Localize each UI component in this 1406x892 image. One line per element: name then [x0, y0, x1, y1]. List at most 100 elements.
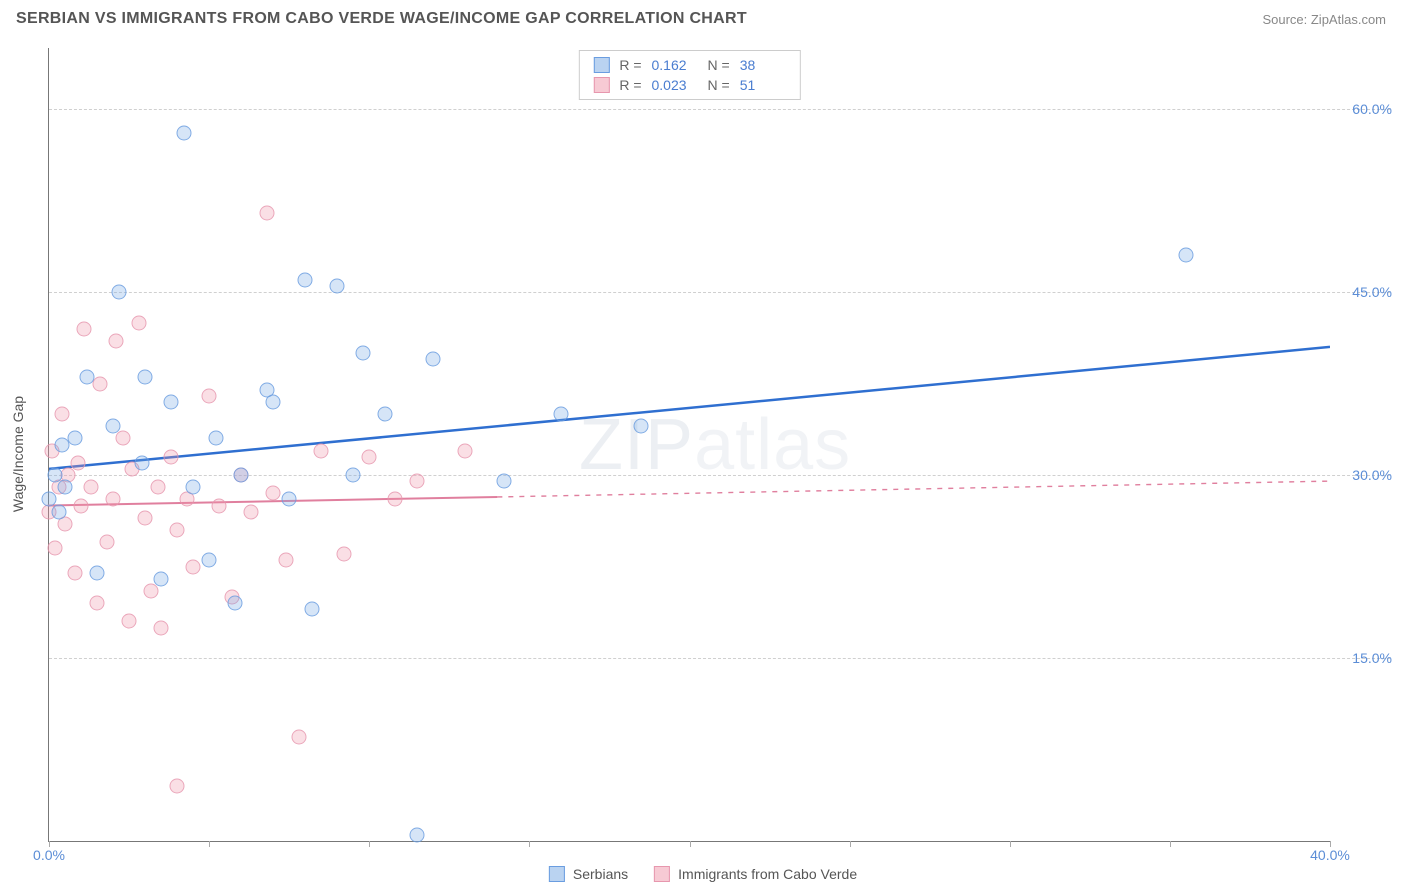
legend-item: Immigrants from Cabo Verde	[654, 866, 857, 882]
data-point	[259, 205, 274, 220]
data-point	[170, 779, 185, 794]
data-point	[186, 480, 201, 495]
gridline	[49, 292, 1390, 293]
watermark: ZIPatlas	[579, 404, 851, 486]
n-value: 51	[740, 77, 786, 93]
y-axis-label: Wage/Income Gap	[10, 396, 26, 512]
data-point	[99, 535, 114, 550]
data-point	[266, 486, 281, 501]
swatch-icon	[593, 57, 609, 73]
data-point	[554, 407, 569, 422]
data-point	[243, 504, 258, 519]
data-point	[426, 352, 441, 367]
correlation-legend: R = 0.162 N = 38 R = 0.023 N = 51	[578, 50, 800, 100]
data-point	[410, 827, 425, 842]
source-label: Source: ZipAtlas.com	[1262, 12, 1386, 27]
x-tick	[1010, 841, 1011, 847]
legend-row: R = 0.023 N = 51	[579, 75, 799, 95]
data-point	[355, 346, 370, 361]
y-tick-label: 30.0%	[1352, 467, 1392, 483]
data-point	[80, 370, 95, 385]
x-tick	[690, 841, 691, 847]
data-point	[77, 321, 92, 336]
data-point	[112, 285, 127, 300]
x-tick	[529, 841, 530, 847]
data-point	[362, 449, 377, 464]
gridline	[49, 475, 1390, 476]
y-tick-label: 60.0%	[1352, 101, 1392, 117]
data-point	[304, 602, 319, 617]
data-point	[70, 455, 85, 470]
x-tick	[1170, 841, 1171, 847]
data-point	[170, 522, 185, 537]
data-point	[134, 455, 149, 470]
x-tick	[850, 841, 851, 847]
gridline	[49, 109, 1390, 110]
data-point	[336, 547, 351, 562]
data-point	[144, 583, 159, 598]
data-point	[186, 559, 201, 574]
data-point	[163, 449, 178, 464]
swatch-icon	[593, 77, 609, 93]
data-point	[106, 492, 121, 507]
data-point	[227, 596, 242, 611]
data-point	[138, 370, 153, 385]
data-point	[106, 419, 121, 434]
data-point	[314, 443, 329, 458]
swatch-icon	[549, 866, 565, 882]
swatch-icon	[654, 866, 670, 882]
r-value: 0.162	[652, 57, 698, 73]
data-point	[122, 614, 137, 629]
data-point	[410, 474, 425, 489]
x-tick	[209, 841, 210, 847]
gridline	[49, 658, 1390, 659]
data-point	[54, 407, 69, 422]
data-point	[90, 565, 105, 580]
data-point	[330, 278, 345, 293]
data-point	[346, 468, 361, 483]
data-point	[278, 553, 293, 568]
data-point	[138, 510, 153, 525]
data-point	[154, 620, 169, 635]
x-tick	[369, 841, 370, 847]
legend-item: Serbians	[549, 866, 628, 882]
data-point	[1178, 248, 1193, 263]
y-tick-label: 45.0%	[1352, 284, 1392, 300]
data-point	[234, 468, 249, 483]
data-point	[90, 596, 105, 611]
chart-plot-area: ZIPatlas R = 0.162 N = 38 R = 0.023 N = …	[48, 48, 1330, 842]
data-point	[150, 480, 165, 495]
r-label: R =	[619, 57, 641, 73]
data-point	[154, 571, 169, 586]
data-point	[291, 730, 306, 745]
legend-label: Serbians	[573, 866, 628, 882]
series-legend: Serbians Immigrants from Cabo Verde	[549, 866, 857, 882]
data-point	[131, 315, 146, 330]
x-tick-label: 0.0%	[33, 847, 65, 863]
data-point	[109, 333, 124, 348]
data-point	[67, 431, 82, 446]
y-tick-label: 15.0%	[1352, 650, 1392, 666]
data-point	[115, 431, 130, 446]
data-point	[266, 394, 281, 409]
r-label: R =	[619, 77, 641, 93]
n-label: N =	[708, 57, 730, 73]
data-point	[83, 480, 98, 495]
x-tick-label: 40.0%	[1310, 847, 1350, 863]
n-label: N =	[708, 77, 730, 93]
trend-line	[49, 347, 1330, 469]
data-point	[93, 376, 108, 391]
data-point	[58, 480, 73, 495]
data-point	[51, 504, 66, 519]
data-point	[298, 272, 313, 287]
data-point	[282, 492, 297, 507]
data-point	[208, 431, 223, 446]
data-point	[176, 126, 191, 141]
n-value: 38	[740, 57, 786, 73]
data-point	[163, 394, 178, 409]
data-point	[202, 388, 217, 403]
r-value: 0.023	[652, 77, 698, 93]
data-point	[387, 492, 402, 507]
data-point	[74, 498, 89, 513]
data-point	[211, 498, 226, 513]
